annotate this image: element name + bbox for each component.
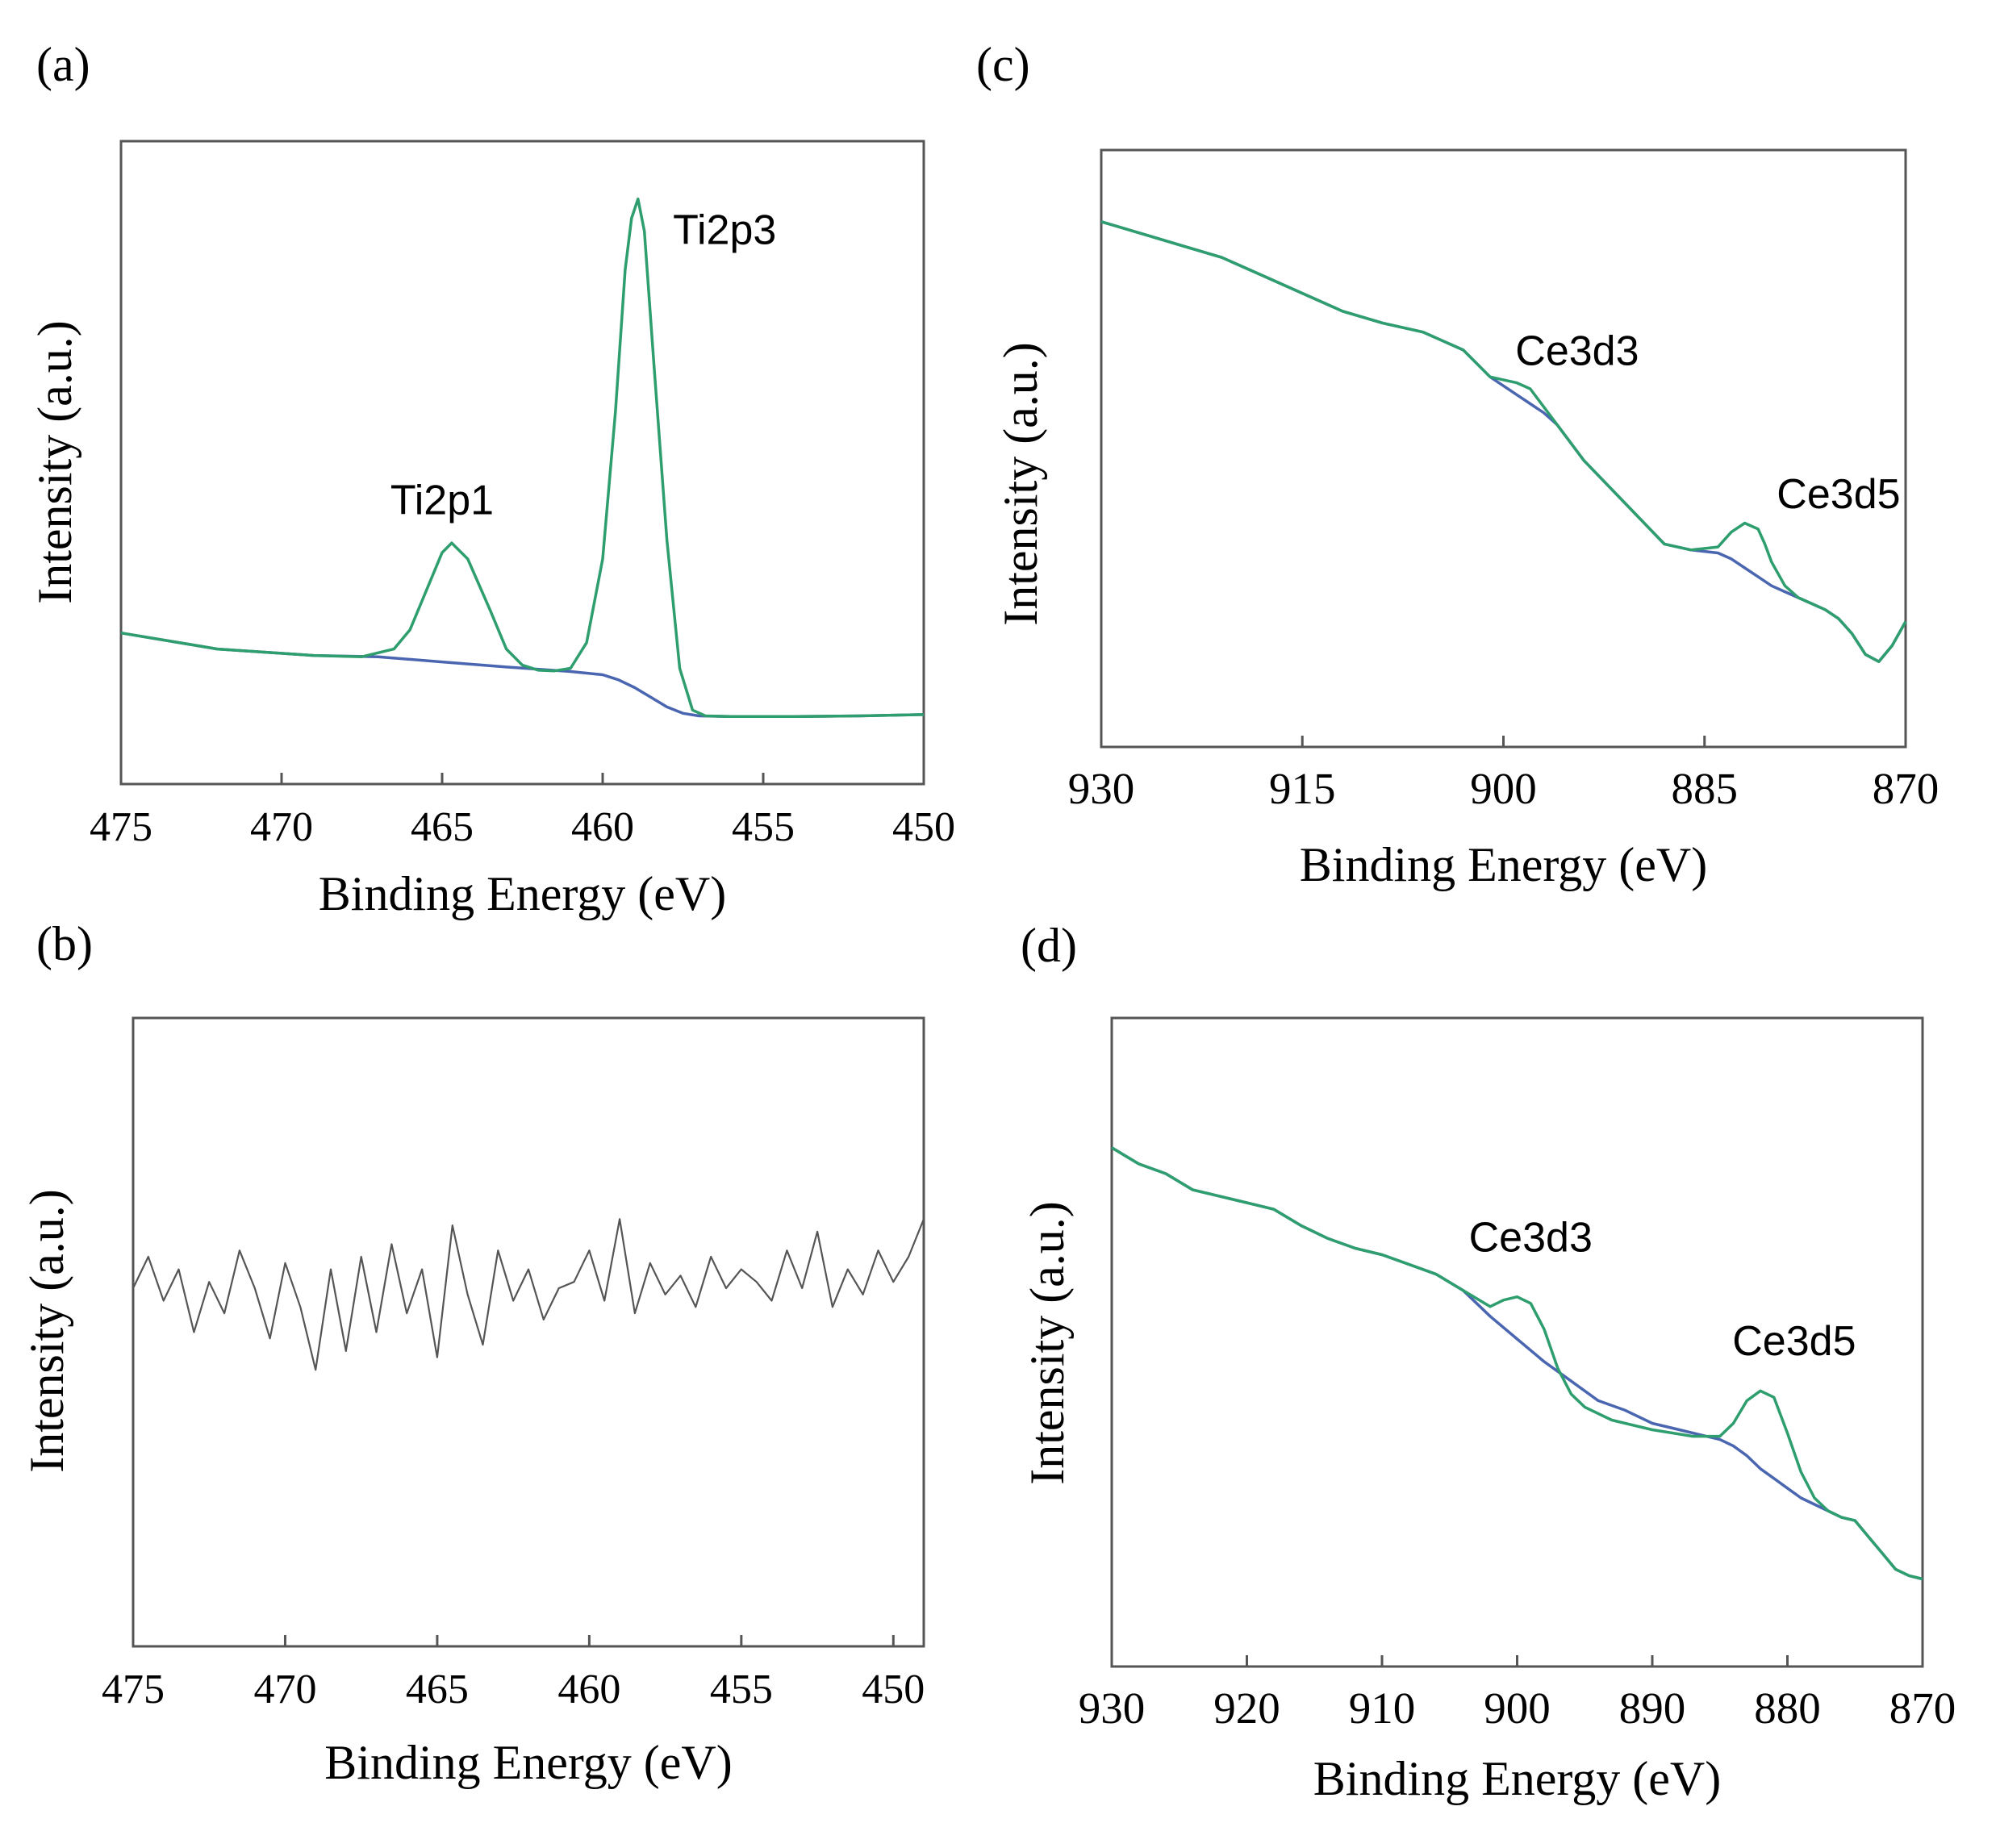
- x-tick-label: 460: [557, 1667, 620, 1712]
- peak-annotation: Ce3d3: [1515, 327, 1639, 374]
- panel-label: (c): [976, 38, 1030, 91]
- x-tick-label: 880: [1754, 1683, 1821, 1733]
- series-line-fit: [1111, 1146, 1923, 1581]
- x-tick-label: 900: [1470, 764, 1537, 813]
- y-axis-label: Intensity (a.u.): [28, 320, 81, 604]
- x-tick-label: 470: [253, 1667, 316, 1712]
- series-line-fit: [1100, 220, 1907, 663]
- x-tick-label: 455: [710, 1667, 773, 1712]
- x-tick-label: 890: [1619, 1683, 1686, 1733]
- x-tick-label: 475: [90, 804, 152, 850]
- panel-b: (b) 475 470 465 460 455 450 Binding Energy (eV)…: [20, 917, 925, 1789]
- y-axis-label: Intensity (a.u.): [20, 1189, 73, 1473]
- x-axis-label: Binding Energy (eV): [319, 867, 726, 920]
- panel-label: (a): [36, 38, 90, 91]
- x-tick-label: 455: [732, 804, 795, 850]
- x-tick-label: 930: [1068, 764, 1135, 813]
- panel-d: (d) 930 920 910 900 890 880 870 Ce3d3 Ce3d5 Bindin…: [1021, 919, 1956, 1805]
- x-tick-label: 465: [411, 804, 474, 850]
- x-tick-label: 870: [1873, 764, 1939, 813]
- panel-c: (c) 930 915 900 885 870 Ce3d3 Ce3d5 Binding Ener…: [976, 38, 1939, 891]
- peak-annotation: Ce3d5: [1732, 1318, 1856, 1365]
- x-tick-label: 450: [892, 804, 955, 850]
- panel-a: (a) 475 470 465 460 455 450 Ti2p1 Ti2p3 Binding E…: [28, 38, 955, 920]
- x-tick-label: 915: [1269, 764, 1336, 813]
- panel-label: (d): [1021, 919, 1077, 972]
- x-tick-label: 465: [406, 1667, 469, 1712]
- x-axis-label: Binding Energy (eV): [1313, 1752, 1721, 1805]
- series-line-background: [120, 631, 925, 719]
- series-line-background: [1100, 220, 1907, 663]
- peak-annotation: Ti2p1: [390, 477, 494, 524]
- x-tick-label: 470: [250, 804, 313, 850]
- x-tick-label: 450: [862, 1667, 925, 1712]
- x-axis-label: Binding Energy (eV): [324, 1736, 732, 1789]
- plot-frame: [1100, 148, 1907, 749]
- x-tick-label: 900: [1484, 1683, 1551, 1733]
- peak-annotation: Ti2p3: [673, 207, 776, 254]
- series-line-spectrum: [132, 1218, 925, 1371]
- panel-label: (b): [36, 917, 93, 970]
- peak-annotation: Ce3d3: [1469, 1214, 1593, 1261]
- x-tick-label: 910: [1349, 1683, 1416, 1733]
- series-line-fit: [120, 197, 925, 719]
- x-tick-label: 475: [102, 1667, 165, 1712]
- plot-frame: [119, 140, 925, 786]
- x-tick-label: 920: [1213, 1683, 1280, 1733]
- plot-frame: [132, 1016, 925, 1648]
- x-tick-label: 930: [1079, 1683, 1146, 1733]
- y-axis-label: Intensity (a.u.): [994, 342, 1047, 626]
- y-axis-label: Intensity (a.u.): [1021, 1201, 1074, 1485]
- x-tick-label: 870: [1889, 1683, 1956, 1733]
- x-tick-label: 460: [571, 804, 634, 850]
- peak-annotation: Ce3d5: [1777, 471, 1900, 518]
- x-tick-label: 885: [1672, 764, 1739, 813]
- x-axis-label: Binding Energy (eV): [1300, 838, 1707, 891]
